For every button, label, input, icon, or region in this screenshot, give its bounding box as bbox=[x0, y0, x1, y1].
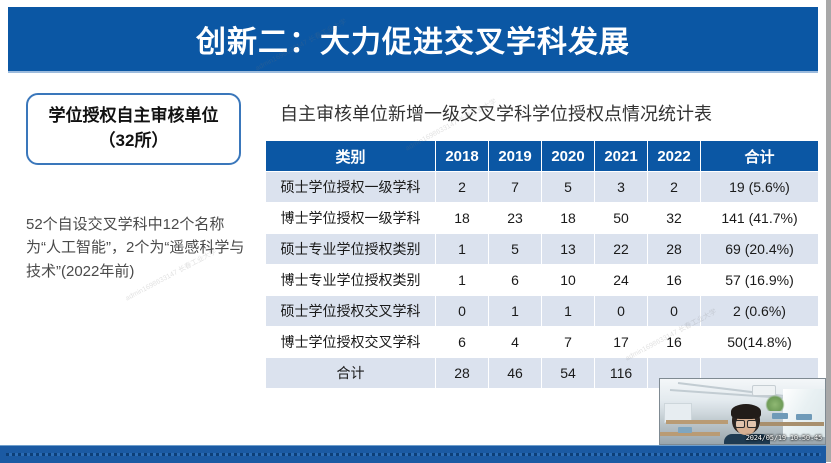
cell-2018: 18 bbox=[435, 202, 489, 234]
row-label: 博士专业学位授权类别 bbox=[265, 264, 436, 296]
webcam-plant bbox=[765, 395, 785, 411]
cell-2022: 16 bbox=[647, 264, 701, 296]
cell-total: 141 (41.7%) bbox=[700, 202, 819, 234]
table-row: 硕士学位授权一级学科 2 7 5 3 2 19 (5.6%) bbox=[265, 171, 819, 203]
column-header-2020: 2020 bbox=[541, 140, 595, 172]
webcam-projector bbox=[752, 385, 776, 396]
row-label: 合计 bbox=[265, 357, 436, 389]
webcam-window bbox=[783, 389, 825, 437]
viewer-right-gutter bbox=[826, 0, 831, 462]
cell-2020: 5 bbox=[541, 171, 595, 203]
cell-2018: 2 bbox=[435, 171, 489, 203]
cell-2018: 28 bbox=[435, 357, 489, 389]
table-row: 博士学位授权一级学科 18 23 18 50 32 141 (41.7%) bbox=[265, 202, 819, 234]
cell-total: 69 (20.4%) bbox=[700, 233, 819, 265]
cell-2019: 4 bbox=[488, 326, 542, 358]
glasses-icon bbox=[735, 420, 757, 428]
webcam-video-overlay[interactable]: 2024/05/19 10:50:45 bbox=[659, 378, 826, 445]
row-label: 硕士学位授权一级学科 bbox=[265, 171, 436, 203]
webcam-desk bbox=[760, 422, 824, 426]
webcam-timestamp: 2024/05/19 10:50:45 bbox=[745, 434, 822, 442]
table-total-row: 合计 28 46 54 116 bbox=[265, 357, 819, 389]
webcam-chair bbox=[796, 414, 812, 420]
cell-2018: 1 bbox=[435, 264, 489, 296]
table-row: 硕士学位授权交叉学科 0 1 1 0 0 2 (0.6%) bbox=[265, 295, 819, 327]
cell-2021: 50 bbox=[594, 202, 648, 234]
cell-2022: 32 bbox=[647, 202, 701, 234]
cell-2022: 28 bbox=[647, 233, 701, 265]
cell-2021: 3 bbox=[594, 171, 648, 203]
webcam-desk bbox=[660, 432, 720, 436]
cell-2019: 7 bbox=[488, 171, 542, 203]
column-header-2018: 2018 bbox=[435, 140, 489, 172]
cell-2018: 0 bbox=[435, 295, 489, 327]
cell-2020: 13 bbox=[541, 233, 595, 265]
cell-2019: 5 bbox=[488, 233, 542, 265]
column-header-2019: 2019 bbox=[488, 140, 542, 172]
cell-2021: 116 bbox=[594, 357, 648, 389]
column-header-2021: 2021 bbox=[594, 140, 648, 172]
left-note-text: 52个自设交叉学科中12个名称为“人工智能”，2个为“遥感科学与技术”(2022… bbox=[26, 216, 245, 280]
right-column: 自主审核单位新增一级交叉学科学位授权点情况统计表 类别 2018 2019 20… bbox=[265, 100, 819, 389]
player-control-bar[interactable] bbox=[0, 445, 826, 463]
cell-2019: 23 bbox=[488, 202, 542, 234]
table-header-row: 类别 2018 2019 2020 2021 2022 合计 bbox=[265, 140, 819, 172]
highlight-box-label: 学位授权自主审核单位（32所） bbox=[48, 106, 219, 150]
row-label: 博士学位授权一级学科 bbox=[265, 202, 436, 234]
cell-2022: 0 bbox=[647, 295, 701, 327]
cell-2021: 24 bbox=[594, 264, 648, 296]
cell-2018: 1 bbox=[435, 233, 489, 265]
webcam-person-face bbox=[736, 414, 756, 435]
table-row: 博士学位授权交叉学科 6 4 7 17 16 50(14.8%) bbox=[265, 326, 819, 358]
playback-progress-bar[interactable] bbox=[6, 453, 821, 456]
statistics-table: 类别 2018 2019 2020 2021 2022 合计 硕士学位授权一级学… bbox=[265, 140, 819, 389]
cell-total: 57 (16.9%) bbox=[700, 264, 819, 296]
slide-canvas: 创新二：大力促进交叉学科发展 学位授权自主审核单位（32所） 52个自设交叉学科… bbox=[0, 0, 826, 445]
row-label: 硕士专业学位授权类别 bbox=[265, 233, 436, 265]
cell-2020: 18 bbox=[541, 202, 595, 234]
cell-2019: 6 bbox=[488, 264, 542, 296]
cell-2019: 46 bbox=[488, 357, 542, 389]
table-row: 博士专业学位授权类别 1 6 10 24 16 57 (16.9%) bbox=[265, 264, 819, 296]
cell-2020: 7 bbox=[541, 326, 595, 358]
webcam-person-hair bbox=[731, 404, 761, 419]
webcam-person-body bbox=[724, 434, 770, 444]
cell-2021: 0 bbox=[594, 295, 648, 327]
webcam-chair bbox=[772, 413, 788, 419]
webcam-desk bbox=[666, 420, 728, 424]
column-header-2022: 2022 bbox=[647, 140, 701, 172]
cell-2022: 16 bbox=[647, 326, 701, 358]
banner-underline bbox=[8, 71, 818, 73]
cell-2021: 22 bbox=[594, 233, 648, 265]
cell-2021: 17 bbox=[594, 326, 648, 358]
table-row: 硕士专业学位授权类别 1 5 13 22 28 69 (20.4%) bbox=[265, 233, 819, 265]
table-caption: 自主审核单位新增一级交叉学科学位授权点情况统计表 bbox=[280, 104, 712, 124]
left-column: 学位授权自主审核单位（32所） 52个自设交叉学科中12个名称为“人工智能”，2… bbox=[26, 93, 244, 283]
cell-2020: 54 bbox=[541, 357, 595, 389]
row-label: 博士学位授权交叉学科 bbox=[265, 326, 436, 358]
row-label: 硕士学位授权交叉学科 bbox=[265, 295, 436, 327]
webcam-chair bbox=[678, 427, 692, 433]
column-header-category: 类别 bbox=[265, 140, 436, 172]
highlight-box: 学位授权自主审核单位（32所） bbox=[26, 93, 241, 165]
slide-title-banner: 创新二：大力促进交叉学科发展 bbox=[8, 7, 818, 71]
cell-2020: 10 bbox=[541, 264, 595, 296]
cell-2019: 1 bbox=[488, 295, 542, 327]
cell-2022: 2 bbox=[647, 171, 701, 203]
page-title: 创新二：大力促进交叉学科发展 bbox=[196, 26, 630, 59]
column-header-total: 合计 bbox=[700, 140, 819, 172]
cell-2018: 6 bbox=[435, 326, 489, 358]
cell-2020: 1 bbox=[541, 295, 595, 327]
cell-total: 2 (0.6%) bbox=[700, 295, 819, 327]
cell-total: 50(14.8%) bbox=[700, 326, 819, 358]
cell-total: 19 (5.6%) bbox=[700, 171, 819, 203]
